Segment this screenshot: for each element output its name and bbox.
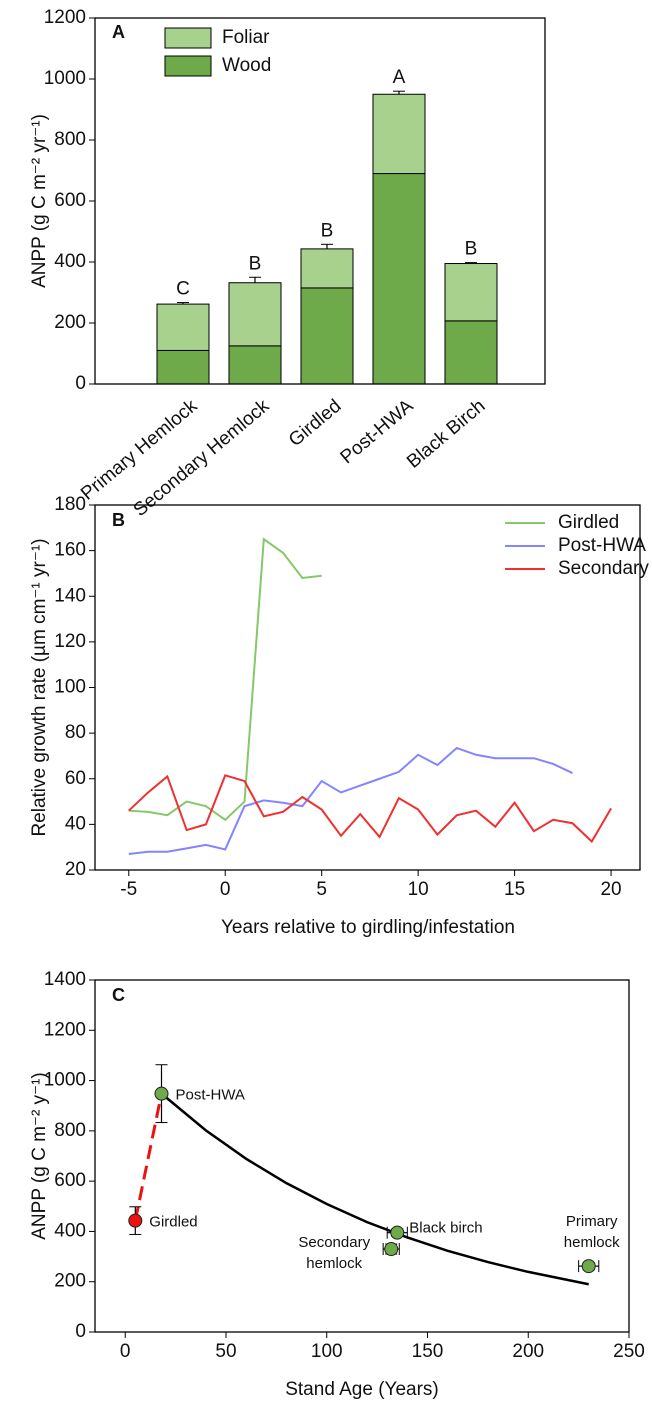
legend-label: Secondary Hemlock (558, 558, 652, 579)
point (384, 1242, 399, 1257)
y-tick-label: 60 (65, 768, 86, 789)
point (581, 1259, 596, 1274)
series-line (128, 774, 612, 844)
x-tick-label: 100 (311, 1341, 343, 1362)
legend-label: Wood (222, 55, 271, 76)
point-label: hemlock (306, 1255, 362, 1272)
panel-label: A (112, 22, 125, 42)
x-tick-label: 50 (215, 1341, 236, 1362)
significance-letter: B (321, 220, 334, 241)
legend-swatch (164, 55, 212, 77)
plot-frame (94, 979, 630, 1333)
bar-segment (372, 93, 426, 175)
x-axis-label: Years relative to girdling/infestation (221, 917, 515, 938)
point (154, 1086, 169, 1101)
point-label: Primary (566, 1213, 618, 1230)
y-tick-label: 200 (54, 1271, 86, 1292)
legend-label: Post-HWA (558, 535, 646, 556)
x-tick-label: Primary Hemlock (77, 395, 202, 504)
y-tick-label: 100 (54, 677, 86, 698)
point-label: Secondary (298, 1234, 370, 1251)
y-axis-label: ANPP (g C m⁻² y⁻¹) (29, 1072, 50, 1240)
y-axis-label: Relative growth rate (µm cm⁻¹ yr⁻¹) (29, 538, 50, 836)
significance-letter: B (465, 239, 478, 260)
y-tick-label: 600 (54, 1170, 86, 1191)
bar-segment (228, 345, 282, 385)
series-line (128, 746, 573, 856)
x-tick-label: 250 (613, 1341, 645, 1362)
y-tick-label: 400 (54, 251, 86, 272)
x-tick-label: 5 (316, 879, 327, 900)
y-tick-label: 1000 (44, 68, 86, 89)
bar-segment (156, 303, 210, 351)
panel-label: B (112, 510, 125, 530)
legend-label: Girdled (558, 512, 619, 533)
x-tick-label: 10 (408, 879, 429, 900)
x-tick-label: Black Birch (403, 396, 489, 473)
x-tick-label: 0 (120, 1341, 131, 1362)
x-axis-label: Stand Age (Years) (285, 1379, 439, 1400)
y-tick-label: 0 (75, 1321, 86, 1342)
legend-swatch (164, 27, 212, 49)
x-tick-label: 150 (412, 1341, 444, 1362)
bar-segment (300, 287, 354, 385)
significance-letter: B (249, 253, 262, 274)
x-tick-label: 200 (512, 1341, 544, 1362)
series-line (128, 537, 322, 822)
y-tick-label: 1200 (44, 1019, 86, 1040)
y-tick-label: 140 (54, 585, 86, 606)
y-tick-label: 80 (65, 722, 86, 743)
point (390, 1225, 405, 1240)
legend-label: Foliar (222, 27, 270, 48)
panel-label: C (112, 985, 125, 1005)
x-tick-label: 15 (504, 879, 525, 900)
point-label: hemlock (564, 1234, 620, 1251)
fit-line (160, 1092, 589, 1286)
x-tick-label: -5 (120, 879, 137, 900)
y-tick-label: 1400 (44, 969, 86, 990)
bar-segment (156, 349, 210, 385)
y-tick-label: 200 (54, 312, 86, 333)
point (128, 1213, 143, 1228)
y-tick-label: 1000 (44, 1070, 86, 1091)
significance-letter: A (393, 67, 406, 88)
point-label: Girdled (149, 1214, 197, 1231)
y-tick-label: 180 (54, 494, 86, 515)
y-tick-label: 600 (54, 190, 86, 211)
point-label: Black birch (409, 1220, 482, 1237)
y-tick-label: 800 (54, 1120, 86, 1141)
significance-letter: C (176, 279, 190, 300)
y-tick-label: 400 (54, 1220, 86, 1241)
bar-segment (444, 320, 498, 385)
y-tick-label: 160 (54, 540, 86, 561)
x-tick-label: Secondary Hemlock (130, 395, 274, 521)
y-tick-label: 1200 (44, 7, 86, 28)
point-label: Post-HWA (175, 1087, 244, 1104)
y-tick-label: 20 (65, 859, 86, 880)
y-tick-label: 40 (65, 813, 86, 834)
y-tick-label: 800 (54, 129, 86, 150)
bar-segment (300, 248, 354, 289)
fit-line (133, 1093, 163, 1221)
y-tick-label: 0 (75, 373, 86, 394)
bar-segment (228, 282, 282, 347)
y-axis-label: ANPP (g C m⁻² yr⁻¹) (29, 114, 50, 288)
x-tick-label: 0 (220, 879, 231, 900)
bar-segment (372, 173, 426, 385)
bar-segment (444, 263, 498, 322)
x-tick-label: Girdled (285, 396, 345, 451)
x-tick-label: 20 (600, 879, 621, 900)
y-tick-label: 120 (54, 631, 86, 652)
